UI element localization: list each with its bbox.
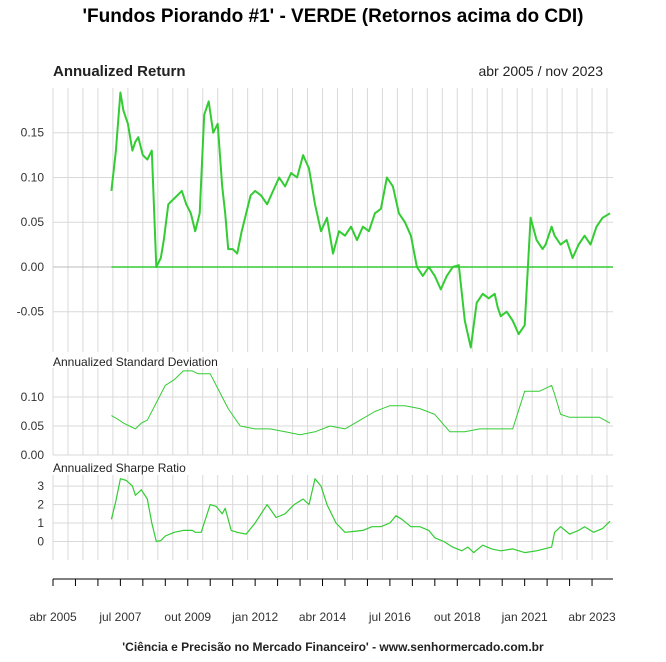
x-tick-label: jul 2007 <box>98 610 141 624</box>
chart-title: 'Fundos Piorando #1' - VERDE (Retornos a… <box>82 6 584 27</box>
footer-credit: 'Ciência e Precisão no Mercado Financeir… <box>122 640 544 654</box>
sharpe-y-tick-label: 3 <box>37 479 44 493</box>
sharpe-panel-title: Annualized Sharpe Ratio <box>53 461 186 475</box>
stddev-panel-title: Annualized Standard Deviation <box>53 355 218 369</box>
return-y-tick-label: 0.05 <box>21 215 45 229</box>
x-tick-label: jan 2021 <box>501 610 548 624</box>
stddev-y-tick-label: 0.00 <box>21 448 45 462</box>
x-tick-label: jul 2016 <box>368 610 411 624</box>
return-series-line <box>110 91 611 349</box>
sharpe-series-line <box>110 478 611 554</box>
x-tick-label: abr 2005 <box>29 610 77 624</box>
stddev-y-tick-label: 0.05 <box>21 419 45 433</box>
stddev-series-line <box>111 370 611 436</box>
return-y-tick-label: 0.10 <box>21 170 45 184</box>
sharpe-y-tick-label: 2 <box>37 498 44 512</box>
x-tick-label: out 2018 <box>434 610 481 624</box>
x-tick-label: abr 2023 <box>568 610 616 624</box>
return-panel-title: Annualized Return <box>53 63 186 80</box>
return-y-tick-label: 0.00 <box>21 260 45 274</box>
x-tick-label: abr 2014 <box>299 610 347 624</box>
x-tick-label: out 2009 <box>164 610 211 624</box>
return-y-tick-label: -0.05 <box>17 305 45 319</box>
x-tick-label: jan 2012 <box>231 610 278 624</box>
period-label: abr 2005 / nov 2023 <box>478 63 603 79</box>
stddev-y-tick-label: 0.10 <box>21 390 45 404</box>
return-y-tick-label: 0.15 <box>21 126 45 140</box>
sharpe-y-tick-label: 1 <box>37 516 44 530</box>
sharpe-y-tick-label: 0 <box>37 535 44 549</box>
